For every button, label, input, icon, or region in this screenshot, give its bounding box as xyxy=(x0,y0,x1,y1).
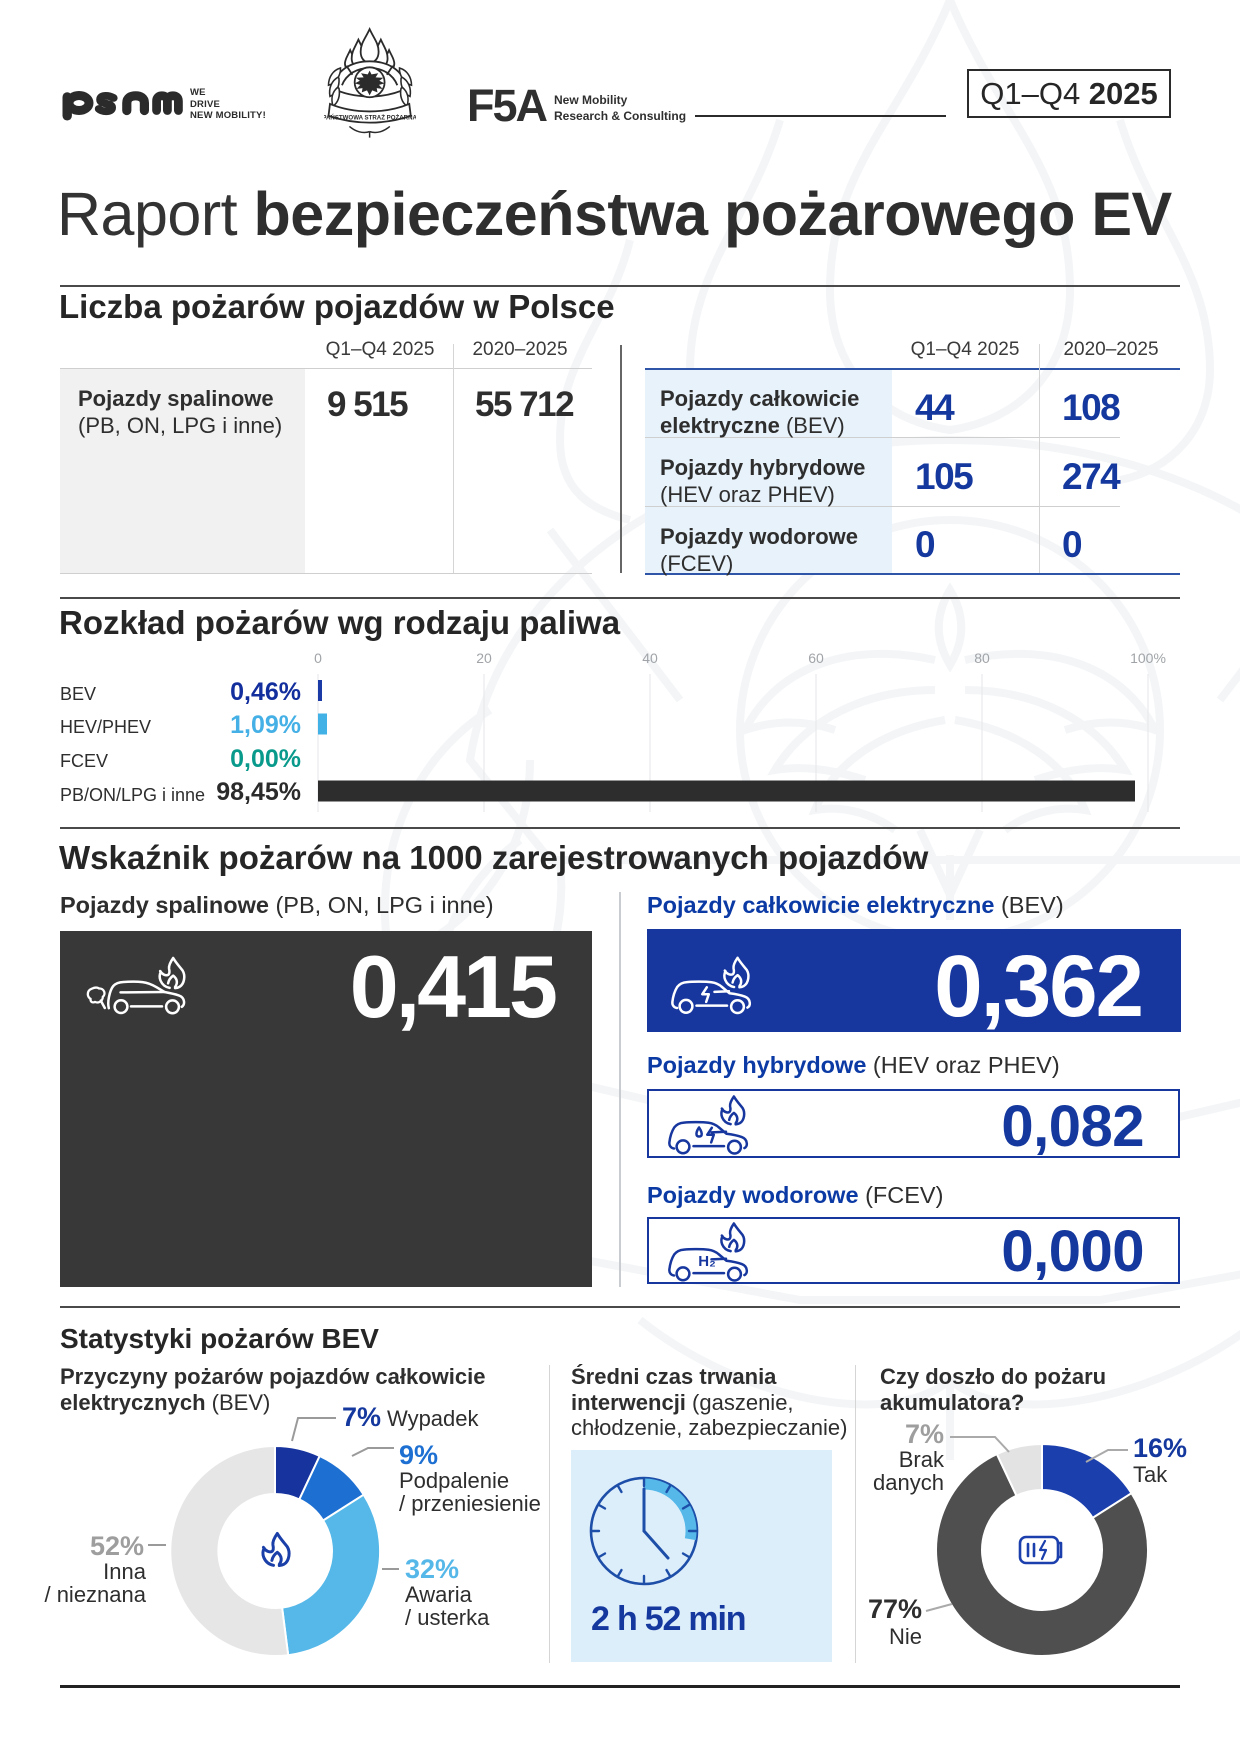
svg-text:PAŃSTWOWA STRAŻ POŻARNA: PAŃSTWOWA STRAŻ POŻARNA xyxy=(324,114,416,122)
svg-text:H₂: H₂ xyxy=(698,1253,716,1270)
